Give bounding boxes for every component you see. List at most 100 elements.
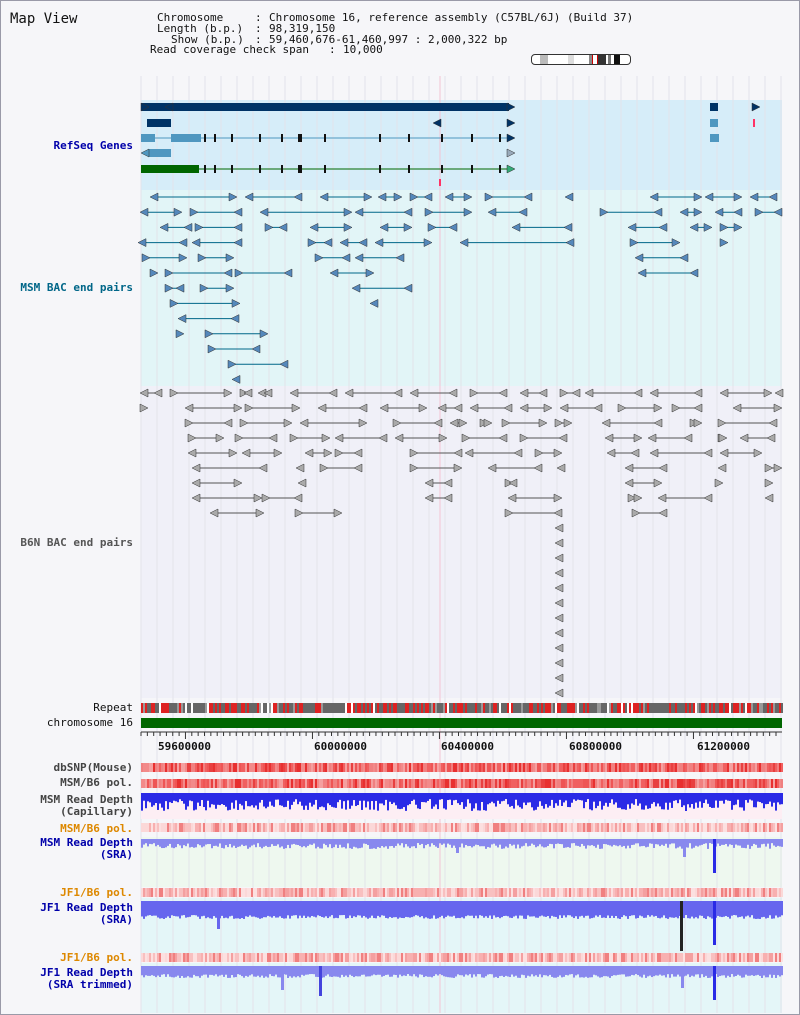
polymorphism-cell xyxy=(223,953,225,962)
msm-sra-depth-bar xyxy=(613,839,615,845)
bac-end-arrow xyxy=(689,268,699,278)
polymorphism-cell xyxy=(539,823,541,832)
polymorphism-cell xyxy=(671,953,673,962)
polymorphism-cell xyxy=(595,763,597,772)
polymorphism-cell xyxy=(319,779,321,788)
bac-end-arrow xyxy=(513,448,523,458)
capillary-depth-bar xyxy=(217,793,219,805)
polymorphism-cell xyxy=(389,888,391,897)
polymorphism-cell xyxy=(719,763,721,772)
jf1-trim-depth-bar xyxy=(401,966,403,977)
polymorphism-cell xyxy=(751,779,753,788)
msm-sra-depth-bar xyxy=(205,839,207,845)
capillary-depth-bar xyxy=(247,793,249,807)
polymorphism-cell xyxy=(677,763,679,772)
jf1-read-depth-sra-label[interactable]: JF1 Read Depth (SRA) xyxy=(40,901,133,926)
repeat-element xyxy=(513,703,515,713)
bac-end-arrow xyxy=(241,448,251,458)
polymorphism-cell xyxy=(439,823,441,832)
polymorphism-cell xyxy=(355,888,357,897)
repeat-element xyxy=(227,703,229,713)
polymorphism-cell xyxy=(679,823,681,832)
polymorphism-cell xyxy=(203,823,205,832)
dbsnp-label[interactable]: dbSNP(Mouse) xyxy=(53,761,133,774)
jf1-trim-depth-bar xyxy=(591,966,593,978)
repeat-element xyxy=(199,703,201,713)
polymorphism-cell xyxy=(275,888,277,897)
msm-sra-depth-bar xyxy=(473,839,475,847)
repeat-element xyxy=(281,703,283,713)
polymorphism-cell xyxy=(269,823,271,832)
polymorphism-cell xyxy=(185,953,187,962)
msm-sra-depth-bar xyxy=(399,839,401,846)
jf1-trim-depth-bar xyxy=(429,966,431,977)
polymorphism-cell xyxy=(587,779,589,788)
repeat-element xyxy=(445,703,447,713)
jf1-trim-depth-bar xyxy=(639,966,641,977)
polymorphism-cell xyxy=(517,763,519,772)
jf1-sra-depth-bar xyxy=(149,901,151,916)
msm-sra-depth-bar xyxy=(359,839,361,849)
jf1-trim-depth-bar xyxy=(213,966,215,976)
polymorphism-cell xyxy=(197,763,199,772)
repeat-element xyxy=(379,703,381,713)
polymorphism-cell xyxy=(277,888,279,897)
polymorphism-cell xyxy=(525,888,527,897)
repeat-element xyxy=(637,703,639,713)
jf1-sra-depth-bar xyxy=(209,901,211,919)
repeat-element xyxy=(549,703,551,713)
bac-end-arrow xyxy=(649,388,659,398)
jf1-b6-pol-label-2[interactable]: JF1/B6 pol. xyxy=(60,951,133,964)
msm-bac-label[interactable]: MSM BAC end pairs xyxy=(20,281,133,294)
msm-read-depth-sra-label[interactable]: MSM Read Depth (SRA) xyxy=(40,836,133,861)
capillary-depth-bar xyxy=(401,793,403,809)
polymorphism-cell xyxy=(677,953,679,962)
msm-read-depth-capillary-label[interactable]: MSM Read Depth (Capillary) xyxy=(40,793,133,818)
msm-b6-pol-label-1[interactable]: MSM/B6 pol. xyxy=(60,776,133,789)
polymorphism-cell xyxy=(349,823,351,832)
bac-end-arrow xyxy=(559,403,569,413)
repeat-element xyxy=(533,703,535,713)
jf1-sra-depth-bar xyxy=(425,901,427,918)
jf1-trim-depth-bar xyxy=(649,966,651,976)
polymorphism-cell xyxy=(697,763,699,772)
jf1-b6-pol-label-1[interactable]: JF1/B6 pol. xyxy=(60,886,133,899)
polymorphism-cell xyxy=(749,823,751,832)
jf1-sra-depth-bar xyxy=(223,901,225,919)
polymorphism-cell xyxy=(421,763,423,772)
polymorphism-cell xyxy=(747,763,749,772)
repeat-element xyxy=(779,703,781,713)
capillary-depth-bar xyxy=(583,793,585,809)
msm-b6-pol-label-2[interactable]: MSM/B6 pol. xyxy=(60,822,133,835)
repeat-element xyxy=(569,703,571,713)
polymorphism-cell xyxy=(285,763,287,772)
polymorphism-cell xyxy=(173,953,175,962)
polymorphism-cell xyxy=(429,823,431,832)
polymorphism-cell xyxy=(255,953,257,962)
jf1-sra-depth-bar xyxy=(583,901,585,918)
repeat-element xyxy=(561,703,563,713)
polymorphism-cell xyxy=(435,763,437,772)
jf1-trim-depth-bar xyxy=(255,966,257,977)
polymorphism-cell xyxy=(701,779,703,788)
msm-sra-depth-bar xyxy=(251,839,253,846)
msm-sra-depth-bar xyxy=(767,839,769,844)
b6n-bac-label[interactable]: B6N BAC end pairs xyxy=(20,536,133,549)
polymorphism-cell xyxy=(511,763,513,772)
msm-sra-depth-bar xyxy=(477,839,479,845)
refseq-label[interactable]: RefSeq Genes xyxy=(53,139,133,152)
chromosome-ideogram[interactable] xyxy=(531,54,631,65)
jf1-sra-depth-bar xyxy=(531,901,533,917)
jf1-sra-depth-bar xyxy=(697,901,699,919)
polymorphism-cell xyxy=(427,823,429,832)
jf1-sra-depth-bar xyxy=(491,901,493,919)
polymorphism-cell xyxy=(525,953,527,962)
msm-sra-depth-bar xyxy=(567,839,569,848)
polymorphism-cell xyxy=(191,763,193,772)
repeat-element xyxy=(673,703,675,713)
jf1-read-depth-trimmed-label[interactable]: JF1 Read Depth (SRA trimmed) xyxy=(40,966,133,991)
capillary-depth-bar xyxy=(627,793,629,805)
polymorphism-cell xyxy=(515,953,517,962)
repeat-element xyxy=(509,703,511,713)
